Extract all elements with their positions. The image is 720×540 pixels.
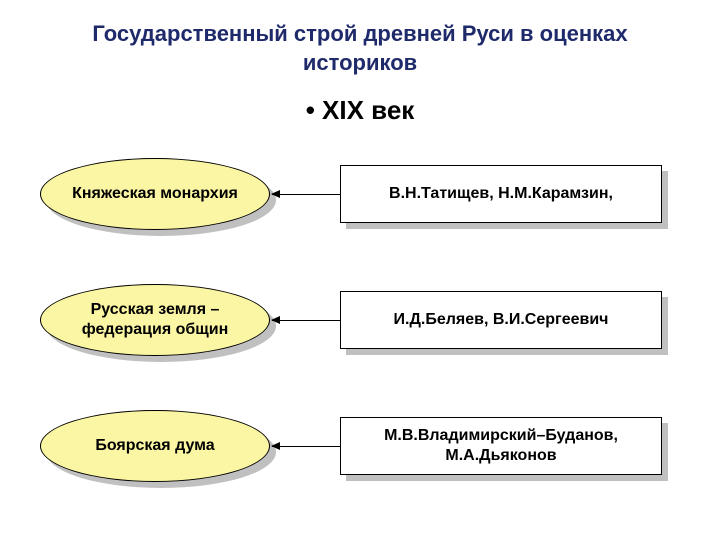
concept-label: Боярская дума (95, 436, 214, 456)
historians-box: В.Н.Татищев, Н.М.Карамзин, (340, 165, 662, 223)
diagram-row: Русская земля – федерация общин И.Д.Беляе… (0, 284, 720, 364)
slide-subtitle: • XIX век (0, 95, 720, 126)
historians-label: В.Н.Татищев, Н.М.Карамзин, (389, 184, 613, 204)
concept-ellipse: Боярская дума (40, 410, 270, 482)
concept-ellipse-wrap: Княжеская монархия (40, 158, 276, 236)
concept-ellipse-wrap: Боярская дума (40, 410, 276, 488)
historians-box-wrap: М.В.Владимирский–Буданов, М.А.Дьяконов (340, 417, 668, 481)
concept-label: Русская земля – федерация общин (51, 300, 259, 340)
historians-label: М.В.Владимирский–Буданов, М.А.Дьяконов (349, 426, 653, 466)
historians-box-wrap: В.Н.Татищев, Н.М.Карамзин, (340, 165, 668, 229)
historians-label: И.Д.Беляев, В.И.Сергеевич (394, 310, 609, 330)
historians-box: И.Д.Беляев, В.И.Сергеевич (340, 291, 662, 349)
concept-ellipse-wrap: Русская земля – федерация общин (40, 284, 276, 362)
historians-box: М.В.Владимирский–Буданов, М.А.Дьяконов (340, 417, 662, 475)
diagram-row: Боярская дума М.В.Владимирский–Буданов, М… (0, 410, 720, 490)
connector-arrow (272, 446, 340, 447)
slide-title: Государственный строй древней Руси в оце… (0, 0, 720, 77)
diagram-row: Княжеская монархия В.Н.Татищев, Н.М.Карам… (0, 158, 720, 238)
subtitle-text: XIX век (322, 95, 414, 125)
concept-ellipse: Княжеская монархия (40, 158, 270, 230)
concept-ellipse: Русская земля – федерация общин (40, 284, 270, 356)
connector-arrow (272, 194, 340, 195)
concept-label: Княжеская монархия (72, 184, 238, 204)
title-line-1: Государственный строй древней Руси в оце… (92, 21, 627, 46)
connector-arrow (272, 320, 340, 321)
historians-box-wrap: И.Д.Беляев, В.И.Сергеевич (340, 291, 668, 355)
title-line-2: историков (303, 50, 417, 75)
subtitle-bullet: • (306, 95, 315, 125)
